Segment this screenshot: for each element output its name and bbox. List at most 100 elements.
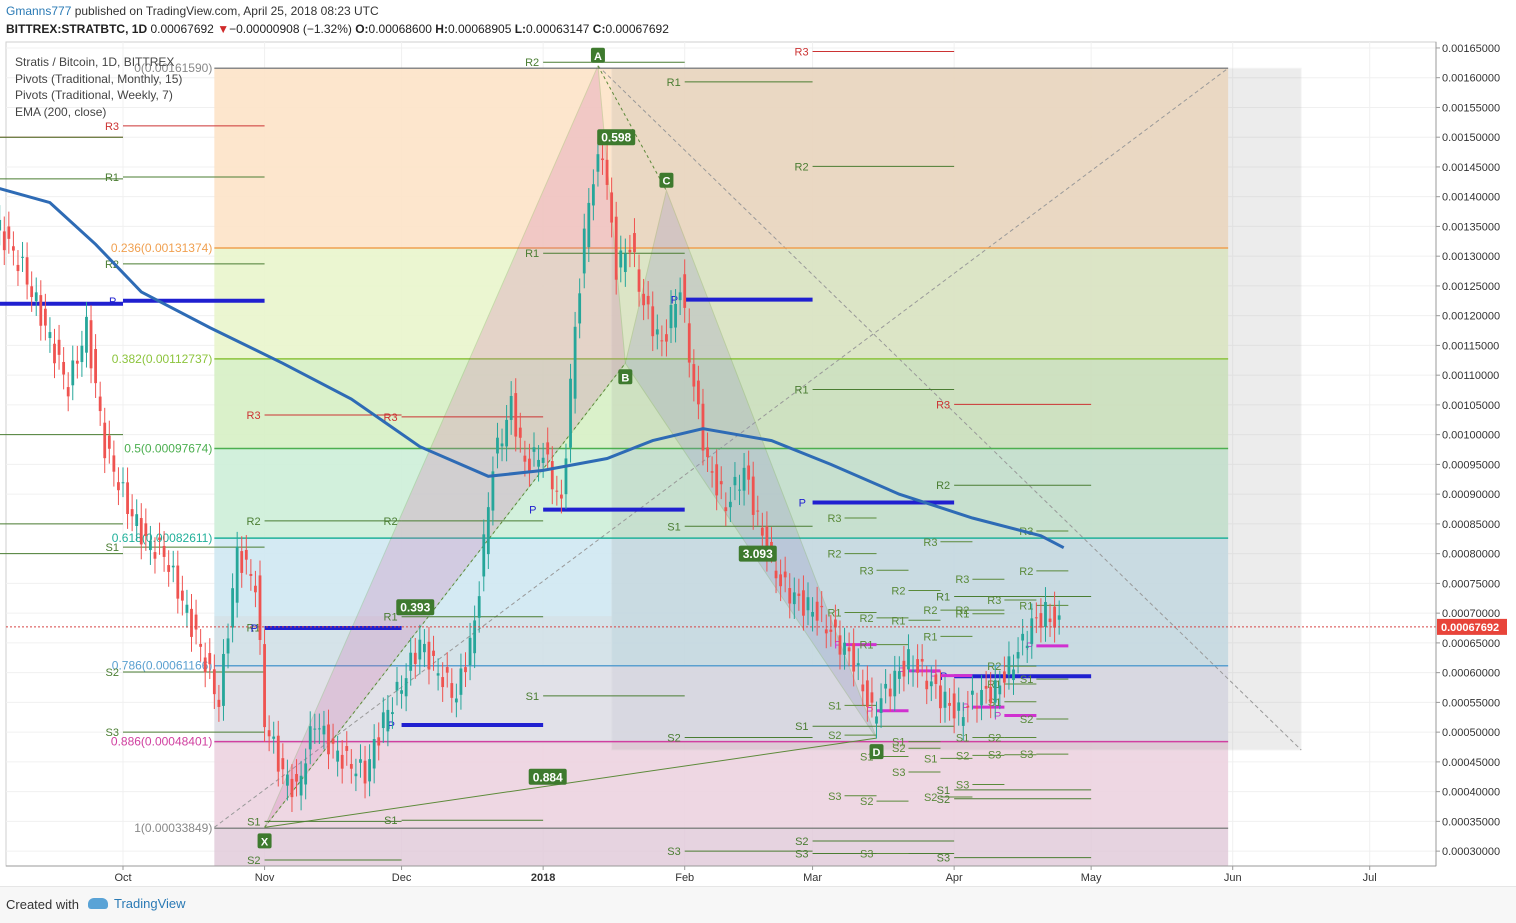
candle-body <box>240 551 244 573</box>
candle-body <box>687 323 691 363</box>
pivot-label-s2: S2 <box>106 667 119 679</box>
candle-body <box>258 575 262 640</box>
pattern-ratio-badge <box>396 599 435 616</box>
pattern-point-label: X <box>261 836 269 848</box>
candle-body <box>724 507 728 512</box>
legend-ema[interactable]: EMA (200, close) <box>15 104 107 119</box>
candle-body <box>939 685 942 709</box>
pivot-label-r1: R1 <box>525 248 539 260</box>
candle-body <box>340 754 344 769</box>
low-value: 0.00063147 <box>526 22 590 36</box>
fib-level-label: 0.886(0.00048401) <box>111 735 212 749</box>
price-tick-label: 0.00035000 <box>1442 816 1500 828</box>
price-tick-label: 0.00140000 <box>1442 192 1500 204</box>
chart-header: Gmanns777 published on TradingView.com, … <box>0 0 1516 42</box>
candle-body <box>500 443 504 447</box>
candle-body <box>619 250 623 268</box>
candle-body <box>454 698 458 703</box>
candle-body <box>555 490 559 492</box>
weekly-pivot-label: R2 <box>923 605 937 617</box>
weekly-pivot-label: S3 <box>1020 749 1033 761</box>
candle-body <box>683 274 687 308</box>
candle-body <box>706 447 709 458</box>
price-chart[interactable]: 0(0.00161590) 0.236(0.00131374) 0.382(0.00… <box>0 0 1516 886</box>
time-tick-label: Apr <box>946 872 963 884</box>
weekly-pivot-label: P <box>1026 641 1033 653</box>
fib-band <box>214 248 1229 359</box>
weekly-pivot-label: S1 <box>892 737 905 749</box>
ema-200-line <box>0 187 1065 550</box>
created-with-text: Created with <box>6 897 79 912</box>
candle-body <box>139 518 143 545</box>
candle-body <box>838 635 842 655</box>
candle-body <box>48 332 52 339</box>
legend-weekly-pivots[interactable]: Pivots (Traditional, Weekly, 7) <box>15 88 173 102</box>
candle-body <box>217 699 221 707</box>
candle-body <box>569 378 572 448</box>
candle-body <box>304 763 308 785</box>
candle-body <box>628 249 632 253</box>
candle-body <box>226 638 230 654</box>
weekly-pivot-label: S2 <box>924 792 937 804</box>
candle-body <box>267 730 271 737</box>
pattern-point-b: B <box>618 369 633 385</box>
weekly-pivot-label: R3 <box>955 574 969 586</box>
pivot-label-s2: S2 <box>667 732 680 744</box>
candle-body <box>66 387 70 397</box>
candle-body <box>674 303 677 328</box>
candle-body <box>368 759 372 782</box>
pattern-point-x: X <box>257 833 272 849</box>
candle-body <box>984 685 988 689</box>
candle-body <box>436 673 440 676</box>
weekly-pivot-label: S3 <box>956 779 969 791</box>
candle-body <box>564 458 568 495</box>
time-tick-label: Mar <box>803 872 822 884</box>
weekly-pivot-label: P <box>994 710 1001 722</box>
candle-body <box>459 668 463 695</box>
pattern-ratio-label: 0.598 <box>601 131 631 145</box>
candle-body <box>528 458 531 472</box>
pivot-label-r3: R3 <box>936 399 950 411</box>
price-tick-label: 0.00155000 <box>1442 102 1500 114</box>
price-tick-label: 0.00040000 <box>1442 787 1500 799</box>
candle-body <box>1002 671 1006 683</box>
candle-body <box>509 395 513 420</box>
pivot-label-s1: S1 <box>526 691 539 703</box>
candle-body <box>149 540 152 551</box>
candle-body <box>806 597 810 611</box>
pivot-label-r1: R1 <box>247 622 261 634</box>
candle-body <box>75 360 79 364</box>
candle-body <box>560 494 563 499</box>
pivot-label-s3: S3 <box>795 849 808 861</box>
weekly-pivot-label: R1 <box>1019 600 1033 612</box>
candle-body <box>742 467 746 491</box>
candle-body <box>824 629 828 634</box>
tradingview-brand: TradingView <box>114 896 186 911</box>
candle-body <box>1025 645 1029 649</box>
legend-monthly-pivots[interactable]: Pivots (Traditional, Monthly, 15) <box>15 71 183 86</box>
close-label: C: <box>592 22 606 36</box>
candle-body <box>450 683 454 698</box>
candle-body <box>199 643 203 647</box>
candle-body <box>363 760 367 784</box>
candle-body <box>1034 617 1038 619</box>
legend-series[interactable]: Stratis / Bitcoin, 1D, BITTREX <box>15 55 175 69</box>
time-tick-label: Feb <box>675 872 694 884</box>
candle-body <box>423 643 426 653</box>
candle-body <box>952 693 956 719</box>
candle-body <box>126 482 129 514</box>
candle-body <box>98 396 102 412</box>
fib-level-label: 1(0.00033849) <box>134 821 212 835</box>
candle-body <box>751 476 755 515</box>
price-tick-label: 0.00110000 <box>1442 370 1499 382</box>
symbol-label: BITTREX:STRATBTC, 1D <box>6 22 148 36</box>
candle-body <box>400 690 403 694</box>
candle-body <box>518 427 522 438</box>
candle-body <box>642 293 646 306</box>
author-link[interactable]: Gmanns777 <box>6 4 72 18</box>
candle-body <box>1030 618 1034 644</box>
tradingview-link[interactable]: TradingView <box>88 896 186 911</box>
candle-body <box>596 154 600 172</box>
candle-body <box>43 308 47 326</box>
price-tick-label: 0.00145000 <box>1442 162 1500 174</box>
